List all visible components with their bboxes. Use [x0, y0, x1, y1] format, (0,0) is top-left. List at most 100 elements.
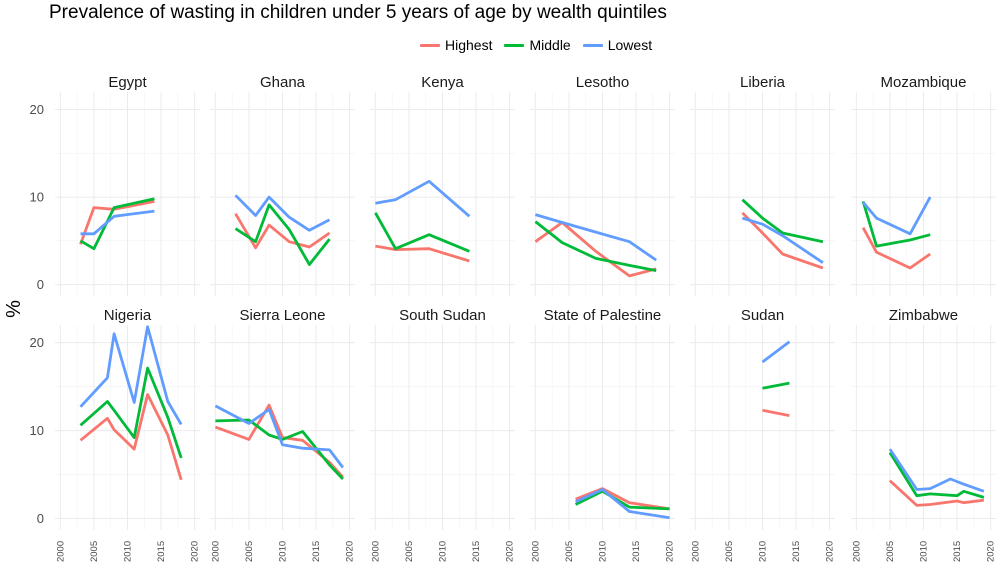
x-tick-label: 2000	[210, 541, 221, 562]
x-tick-label: 2015	[471, 541, 482, 562]
x-tick-label: 2005	[404, 541, 415, 562]
legend-swatch-middle	[504, 43, 525, 47]
series-line-middle-ghana	[234, 203, 331, 266]
y-tick-label: 20	[30, 102, 44, 117]
series-line-highest-nigeria	[79, 393, 183, 481]
legend: Highest Middle Lowest	[420, 36, 664, 54]
series-line-middle-lesotho	[534, 220, 657, 272]
panel-kenya: Kenya	[370, 74, 515, 296]
facet-title-nigeria: Nigeria	[104, 307, 152, 324]
panel-egypt: Egypt 0 10 20	[30, 74, 200, 296]
series-line-highest-zimbabwe	[888, 479, 985, 507]
x-tick-label: 2000	[530, 541, 541, 562]
y-tick-label: 20	[30, 335, 44, 350]
series-line-highest-ghana	[234, 212, 331, 250]
x-tick-label: 2005	[564, 541, 575, 562]
series-line-middle-nigeria	[79, 366, 183, 459]
facet-title-state-of-palestine: State of Palestine	[544, 307, 662, 324]
x-tick-label: 2005	[244, 541, 255, 562]
series-line-middle-sudan	[762, 381, 790, 390]
legend-label-middle: Middle	[529, 37, 571, 53]
legend-item-highest: Highest	[420, 37, 492, 53]
panel-zimbabwe: Zimbabwe 2000 2005 2010 2015 2020	[851, 307, 997, 562]
y-axis-label: %	[3, 300, 25, 318]
series-line-middle-zimbabwe	[888, 451, 985, 499]
x-tick-label: 2005	[89, 541, 100, 562]
x-tick-label: 2010	[123, 541, 134, 562]
series-line-middle-mozambique	[861, 200, 931, 248]
series-line-middle-egypt	[79, 197, 155, 251]
facet-title-sudan: Sudan	[741, 307, 784, 324]
series-line-lowest-nigeria	[79, 325, 183, 426]
x-tick-label: 2005	[885, 541, 896, 562]
facet-title-ghana: Ghana	[260, 74, 306, 91]
chart-title: Prevalence of wasting in children under …	[49, 2, 667, 23]
panel-south-sudan: South Sudan 2000 2005 2010 2015 2020	[370, 307, 516, 562]
x-tick-label: 2000	[370, 541, 381, 562]
y-tick-label: 0	[37, 511, 44, 526]
panel-nigeria: Nigeria 0 10 20 2000 2005 2010 2015 2020	[30, 307, 201, 562]
panel-sierra-leone: Sierra Leone 2000 2005 2010 2015 2020	[210, 307, 356, 562]
legend-label-highest: Highest	[445, 37, 493, 53]
series-line-highest-liberia	[741, 211, 824, 270]
facet-title-south-sudan: South Sudan	[399, 307, 486, 324]
x-tick-label: 2010	[278, 541, 289, 562]
x-tick-label: 2015	[952, 541, 963, 562]
x-tick-label: 2015	[791, 541, 802, 562]
series-line-lowest-lesotho	[535, 213, 657, 262]
x-tick-label: 2020	[825, 541, 836, 562]
x-tick-label: 2005	[724, 541, 735, 562]
legend-item-lowest: Lowest	[582, 37, 653, 53]
series-line-highest-lesotho	[534, 221, 657, 278]
facet-title-lesotho: Lesotho	[576, 74, 629, 91]
series-line-middle-kenya	[374, 212, 470, 253]
x-tick-label: 2010	[919, 541, 930, 562]
x-tick-label: 2000	[690, 541, 701, 562]
x-tick-label: 2000	[851, 541, 862, 562]
series-line-lowest-sudan	[761, 340, 791, 364]
y-tick-label: 10	[30, 423, 44, 438]
series-line-lowest-state-of-palestine	[575, 488, 670, 520]
x-tick-label: 2000	[55, 541, 66, 562]
series-line-highest-sierra-leone	[214, 403, 344, 479]
facet-title-kenya: Kenya	[421, 74, 464, 91]
series-line-middle-sierra-leone	[215, 418, 344, 480]
panel-ghana: Ghana	[210, 74, 355, 296]
panel-state-of-palestine: State of Palestine 2000 2005 2010 2015 2020	[530, 307, 676, 562]
series-line-middle-liberia	[741, 198, 824, 244]
x-tick-label: 2015	[311, 541, 322, 562]
x-tick-label: 2015	[631, 541, 642, 562]
series-line-highest-kenya	[375, 244, 470, 263]
legend-item-middle: Middle	[504, 37, 571, 53]
series-line-lowest-ghana	[234, 194, 331, 232]
legend-label-lowest: Lowest	[607, 37, 653, 53]
x-tick-label: 2010	[758, 541, 769, 562]
x-tick-label: 2010	[598, 541, 609, 562]
legend-swatch-highest	[420, 43, 440, 47]
y-tick-label: 0	[37, 277, 44, 292]
facet-title-mozambique: Mozambique	[881, 74, 967, 91]
series-line-lowest-egypt	[80, 209, 155, 236]
x-tick-label: 2020	[190, 541, 201, 562]
series-line-lowest-liberia	[741, 216, 824, 264]
x-tick-label: 2020	[986, 541, 997, 562]
facet-title-egypt: Egypt	[108, 74, 147, 91]
series-line-highest-state-of-palestine	[575, 487, 670, 511]
facet-title-sierra-leone: Sierra Leone	[240, 307, 326, 324]
series-line-highest-egypt	[79, 200, 155, 245]
x-tick-label: 2020	[665, 541, 676, 562]
x-tick-label: 2020	[505, 541, 516, 562]
series-line-highest-mozambique	[861, 227, 932, 270]
panel-sudan: Sudan 2000 2005 2010 2015 2020	[690, 307, 836, 562]
facet-title-liberia: Liberia	[740, 74, 786, 91]
series-line-lowest-sierra-leone	[214, 404, 345, 469]
series-line-lowest-kenya	[375, 179, 471, 218]
legend-swatch-lowest	[582, 43, 603, 47]
panel-lesotho: Lesotho	[530, 74, 675, 296]
y-tick-label: 10	[30, 190, 44, 205]
series-line-lowest-zimbabwe	[888, 448, 985, 493]
series-line-lowest-mozambique	[862, 196, 932, 236]
x-tick-label: 2015	[156, 541, 167, 562]
x-tick-label: 2020	[345, 541, 356, 562]
